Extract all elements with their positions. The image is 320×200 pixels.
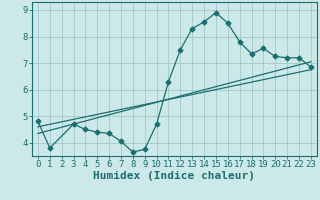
X-axis label: Humidex (Indice chaleur): Humidex (Indice chaleur) <box>93 171 255 181</box>
